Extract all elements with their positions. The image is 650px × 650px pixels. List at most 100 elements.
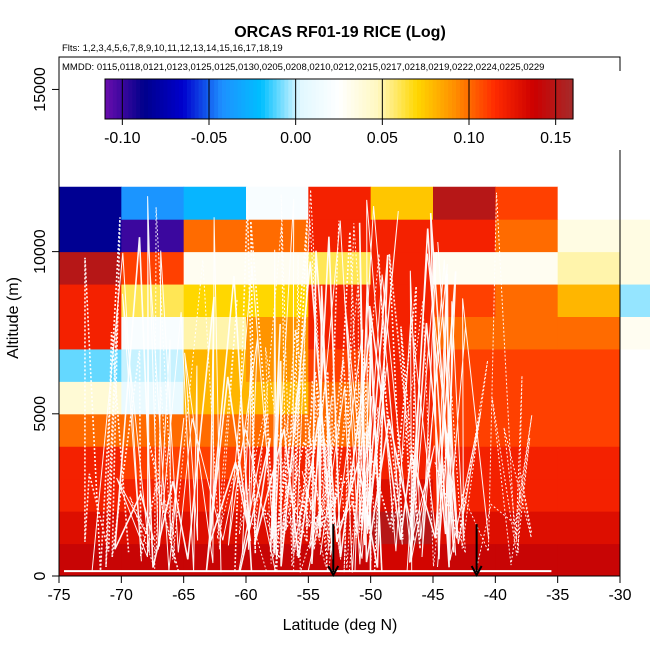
colorbar-segment	[237, 79, 243, 119]
colorbar-segment	[147, 79, 153, 119]
colorbar-segment	[459, 79, 465, 119]
x-axis-label: Latitude (deg N)	[283, 617, 398, 634]
colorbar-segment	[397, 79, 402, 119]
colorbar-segment	[530, 79, 535, 119]
colorbar-segment	[159, 79, 165, 119]
colorbar-segment	[514, 79, 519, 119]
colorbar-segment	[300, 79, 305, 119]
flight-track	[406, 253, 490, 572]
heatmap-cell	[557, 284, 621, 317]
colorbar-segment	[186, 79, 192, 119]
x-tick-label: -65	[172, 587, 195, 604]
colorbar-segment	[545, 79, 551, 119]
heatmap-cell	[557, 478, 621, 512]
colorbar: -0.10 -0.05 0.00 0.05 0.10 0.15	[104, 71, 622, 150]
axes: -75 -70 -65 -60 -55 -50 -45 -40 -35 -30 0 5000 10000…	[32, 67, 632, 604]
colorbar-segment	[393, 79, 399, 119]
heatmap-cell	[557, 413, 621, 447]
heatmap-cell	[59, 219, 122, 253]
heatmap-cell	[370, 219, 434, 253]
colorbar-segment	[463, 79, 469, 119]
colorbar-segment	[225, 79, 231, 119]
flight-track	[227, 198, 295, 572]
colorbar-segment	[280, 79, 285, 119]
colorbar-segment	[319, 79, 324, 119]
colorbar-segment	[140, 79, 145, 119]
colorbar-segment	[190, 79, 196, 119]
flight-track	[234, 201, 309, 572]
colorbar-segment	[105, 79, 110, 119]
flight-track	[262, 329, 357, 572]
colorbar-segment	[385, 79, 391, 119]
heatmap-cell	[308, 186, 372, 220]
heatmap-cell	[495, 186, 559, 220]
colorbar-segment	[132, 79, 137, 119]
heatmap-cell	[183, 186, 247, 220]
colorbar-segment	[354, 79, 360, 119]
heatmap-cell	[59, 511, 122, 545]
colorbar-segment	[428, 79, 434, 119]
colorbar-segment	[413, 79, 418, 119]
colorbar-segment	[370, 79, 375, 119]
colorbar-segment	[436, 79, 441, 119]
heatmap-cell	[433, 219, 496, 253]
flight-track	[114, 237, 253, 572]
heatmap-cell	[557, 316, 621, 350]
colorbar-segment	[183, 79, 188, 119]
heatmap-cell	[557, 446, 621, 480]
colorbar-segment	[537, 79, 543, 119]
dates-label: MMDD: 0115,0118,0121,0123,0125,0125,0130…	[62, 62, 544, 73]
x-tick-label: -35	[546, 587, 569, 604]
colorbar-segment	[565, 79, 570, 119]
colorbar-segment	[249, 79, 254, 119]
colorbar-segment	[420, 79, 426, 119]
colorbar-tick-label: -0.10	[104, 130, 141, 147]
colorbar-segment	[381, 79, 387, 119]
flight-track	[311, 222, 415, 572]
heatmap-cell	[59, 186, 122, 220]
colorbar-segment	[323, 79, 328, 119]
heatmap-cell	[121, 251, 185, 285]
heatmap-cell	[557, 219, 621, 253]
flight-track	[129, 207, 267, 572]
colorbar-segment	[409, 79, 414, 119]
colorbar-segment	[175, 79, 180, 119]
colorbar-segment	[264, 79, 270, 119]
colorbar-segment	[557, 79, 562, 119]
chart-title: ORCAS RF01-19 RICE (Log)	[234, 24, 446, 41]
heatmap-cell	[495, 284, 559, 317]
colorbar-segment	[222, 79, 227, 119]
colorbar-segment	[510, 79, 516, 119]
plot-frame	[58, 56, 621, 577]
colorbar-segment	[288, 79, 293, 119]
heatmap-cell	[246, 219, 309, 253]
colorbar-segment	[534, 79, 539, 119]
colorbar-segment	[268, 79, 274, 119]
y-tick-label: 10000	[32, 229, 49, 274]
flight-track	[319, 199, 448, 573]
colorbar-segment	[116, 79, 122, 119]
y-tick-label: 5000	[32, 396, 49, 432]
marker-arrow-head	[470, 565, 483, 578]
colorbar-segment	[358, 79, 363, 119]
colorbar-segment	[549, 79, 555, 119]
colorbar-segment	[502, 79, 508, 119]
heatmap-cell	[557, 348, 621, 382]
flight-track	[348, 192, 515, 572]
colorbar-segment	[272, 79, 278, 119]
colorbar-segment	[522, 79, 527, 119]
colorbar-segment	[335, 79, 340, 119]
colorbar-segment	[303, 79, 309, 119]
colorbar-segment	[198, 79, 204, 119]
colorbar-segment	[155, 79, 161, 119]
y-tick-label: 15000	[32, 67, 49, 112]
flight-tracks	[63, 189, 552, 573]
heatmap-cell	[620, 219, 650, 253]
colorbar-tick-label: 0.05	[367, 130, 398, 147]
flight-track	[84, 217, 180, 572]
colorbar-segment	[561, 79, 566, 119]
heatmap-cell	[557, 511, 621, 545]
colorbar-segment	[405, 79, 410, 119]
heatmap-cell	[183, 381, 247, 415]
colorbar-segment	[491, 79, 496, 119]
